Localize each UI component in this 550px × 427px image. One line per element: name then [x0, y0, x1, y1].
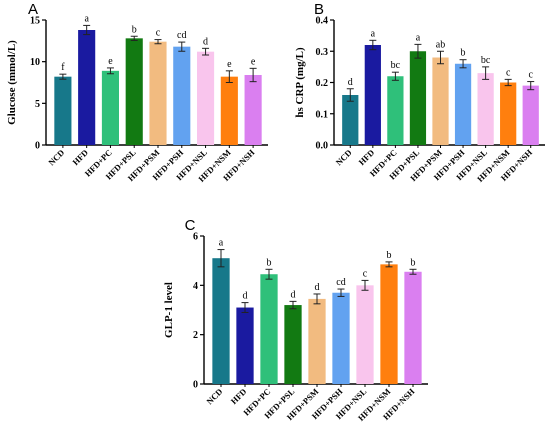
panel-b-y-tick-label: 0.0 — [316, 141, 329, 152]
panel-a-bar — [173, 46, 191, 145]
panel-a-y-tick-label: 10 — [30, 57, 40, 68]
panel-b-bar — [500, 82, 517, 145]
panel-c-bar — [284, 305, 302, 384]
panel-a-significance-letter: cd — [177, 30, 186, 41]
panel-b-significance-letter: bc — [481, 55, 491, 66]
panel-a-significance-letter: c — [156, 28, 161, 39]
panel-b-significance-letter: a — [371, 28, 376, 39]
panel-b-y-axis-label: hs CRP (mg/L) — [294, 47, 306, 118]
panel-a-bar — [101, 70, 120, 145]
panel-c-y-tick-label: 0 — [193, 380, 198, 391]
panel-a-category-label: NCD — [46, 147, 66, 167]
panel-a-bar — [54, 76, 72, 145]
panel-c-bar — [236, 307, 254, 384]
panel-c-bar — [308, 298, 326, 384]
panel-b-significance-letter: b — [461, 48, 466, 59]
panel-a-significance-letter: a — [84, 13, 89, 24]
panel-c-significance-letter: d — [315, 282, 320, 293]
panel-b-bar — [342, 95, 359, 145]
panel-c-bar — [380, 264, 398, 384]
panel-a-bar — [220, 76, 238, 145]
panel-a-y-tick-label: 5 — [35, 99, 40, 110]
panel-c-y-axis-label: GLP-1 level — [163, 282, 175, 338]
panel-a-y-tick-label: 0 — [35, 141, 40, 152]
panel-b-significance-letter: a — [416, 32, 421, 43]
panel-b-significance-letter: bc — [391, 60, 401, 71]
panel-b-bar — [409, 51, 427, 145]
panel-b-y-tick-label: 0.1 — [316, 109, 329, 120]
panel-a-bar — [196, 51, 215, 145]
panel-a-significance-letter: e — [251, 56, 256, 67]
panel-b-bar — [364, 45, 381, 145]
panel-c-significance-letter: b — [387, 250, 392, 261]
panel-a-bar — [78, 30, 96, 145]
panel-b-significance-letter: d — [348, 77, 353, 88]
panel-a-y-tick-label: 15 — [30, 16, 40, 27]
panel-b-bar — [522, 85, 539, 145]
panel-c-significance-letter: b — [267, 257, 272, 268]
panel-a-y-axis-label: Glucose (mmol/L) — [6, 40, 18, 125]
panel-c-letter: C — [185, 217, 196, 234]
panel-c-bar — [404, 271, 422, 384]
panel-a-significance-letter: b — [132, 24, 137, 35]
panel-c-bar — [212, 258, 230, 384]
panel-a-significance-letter: d — [203, 36, 208, 47]
panel-b-bar — [454, 63, 472, 145]
panel-b-chart: Bhs CRP (mg/L)0.00.10.20.30.4dNCDaHFDbcH… — [294, 1, 545, 184]
panel-c-significance-letter: b — [411, 257, 416, 268]
panel-c-significance-letter: d — [243, 291, 248, 302]
panel-b-y-tick-label: 0.2 — [316, 78, 329, 89]
panel-a-bar — [244, 75, 262, 145]
panel-a-bar — [149, 41, 167, 145]
panel-c-significance-letter: d — [291, 289, 296, 300]
panel-a-category-label: HFD — [70, 147, 90, 167]
panel-a-significance-letter: e — [108, 56, 113, 67]
panel-c-bar — [260, 274, 278, 384]
panel-c-y-tick-label: 6 — [193, 232, 198, 243]
panel-c-category-label: HFD — [229, 386, 249, 406]
panel-c-y-tick-label: 4 — [193, 281, 198, 292]
panel-a-bar — [125, 38, 143, 146]
panel-b-bar — [387, 76, 404, 145]
panel-a-letter: A — [28, 1, 38, 18]
panel-b-y-tick-label: 0.4 — [316, 16, 329, 27]
panel-a-significance-letter: f — [61, 62, 65, 73]
panel-c-bar — [332, 292, 350, 384]
panel-b-letter: B — [314, 1, 324, 18]
panel-b-significance-letter: c — [528, 70, 533, 81]
panel-c-bar — [356, 285, 374, 384]
panel-b-bar — [432, 57, 449, 145]
panel-b-significance-letter: c — [506, 67, 511, 78]
panel-b-category-label: NCD — [334, 147, 354, 167]
panel-a-significance-letter: e — [227, 59, 232, 70]
panel-b-category-label: HFD — [356, 147, 376, 167]
panel-b-significance-letter: ab — [436, 39, 445, 50]
panel-c-significance-letter: a — [219, 238, 224, 249]
panel-c-y-tick-label: 2 — [193, 330, 198, 341]
panel-c-significance-letter: cd — [336, 277, 345, 288]
panel-c-category-label: NCD — [204, 386, 224, 406]
panel-b-bar — [477, 73, 494, 145]
panel-b-y-tick-label: 0.3 — [316, 47, 329, 58]
panel-c-significance-letter: c — [363, 268, 368, 279]
